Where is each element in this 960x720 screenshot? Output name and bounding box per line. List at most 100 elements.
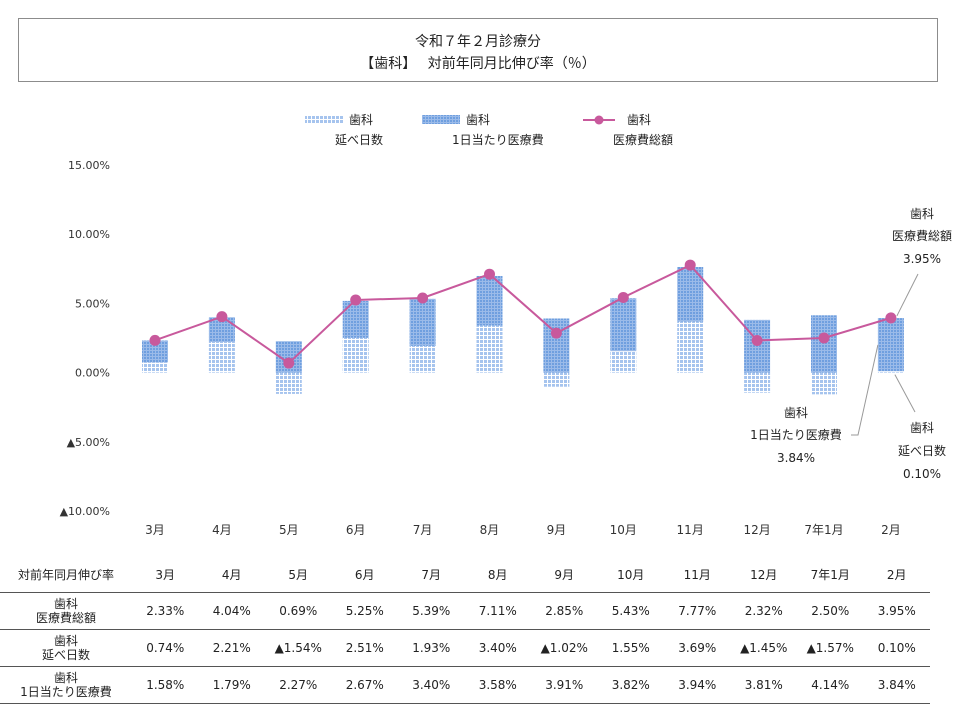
annotation-total-leader <box>896 273 919 317</box>
bar-days <box>610 351 637 373</box>
bar-days <box>476 325 503 373</box>
table-cell: 2.50% <box>797 592 864 630</box>
annotation-perday-text: 3.84% <box>777 451 815 465</box>
table-cell: 2.27% <box>265 666 332 704</box>
annotation-days-text: 0.10% <box>903 467 941 481</box>
line-point <box>283 357 295 369</box>
line-point <box>684 259 696 271</box>
legend-swatch-perday <box>422 115 460 124</box>
table-header-month: 2月 <box>886 567 907 582</box>
bar-days <box>275 372 302 394</box>
annotation-days-text: 延べ日数 <box>898 443 946 458</box>
annotation-days-leader <box>894 374 916 413</box>
table-row-label: 歯科 医療費総額 <box>0 592 132 630</box>
line-point <box>885 312 897 324</box>
x-tick-label: 8月 <box>480 523 500 537</box>
legend-marker-total <box>594 115 604 125</box>
table-cell: 5.25% <box>331 592 398 630</box>
bar-days <box>208 342 235 373</box>
table-header-month: 4月 <box>221 567 242 582</box>
bar-days <box>342 337 369 373</box>
y-tick-label: ▲5.00% <box>67 436 110 449</box>
table-header-month: 5月 <box>288 567 309 582</box>
table-header-month: 7年1月 <box>810 567 850 582</box>
legend-label-line1: 歯科 <box>466 113 490 127</box>
chart-title-box: 令和７年２月診療分 【歯科】 対前年同月比伸び率（％） <box>18 18 938 82</box>
table-cell: 2.21% <box>198 629 265 667</box>
table-header-label: 対前年同月伸び率 <box>17 567 114 582</box>
bar-perday <box>811 315 837 373</box>
table-cell: 3.91% <box>531 666 598 704</box>
table-cell: ▲1.57% <box>797 629 864 667</box>
y-tick-label: ▲10.00% <box>60 505 110 518</box>
y-tick-label: 0.00% <box>75 367 110 380</box>
table-row: 歯科 延べ日数 0.74% 2.21% ▲1.54% 2.51% 1.93% 3.40% ▲1.… <box>0 629 930 667</box>
line-point <box>350 294 362 306</box>
table-cell: 1.55% <box>597 629 664 667</box>
bar-days <box>409 345 436 373</box>
x-tick-label: 7年1月 <box>804 523 843 537</box>
table-cell: 3.58% <box>464 666 531 704</box>
bar-perday <box>142 340 168 363</box>
x-tick-label: 10月 <box>610 523 637 537</box>
table-cell: 0.69% <box>265 592 332 630</box>
bar-days <box>744 372 771 393</box>
table-cell: 3.82% <box>597 666 664 704</box>
legend-label-line2: 延べ日数 <box>335 132 383 147</box>
table-cell: 1.93% <box>398 629 465 667</box>
line-point <box>417 292 429 304</box>
line-point <box>818 332 830 344</box>
annotation-perday-leader <box>851 344 879 436</box>
annotation-total-text: 3.95% <box>903 252 941 266</box>
y-tick-label: 5.00% <box>75 297 110 310</box>
table-cell: 1.58% <box>132 666 199 704</box>
table-cell: 4.14% <box>797 666 864 704</box>
x-tick-label: 7月 <box>413 523 433 537</box>
table-cell: 3.95% <box>863 592 930 630</box>
table-cell: 5.43% <box>597 592 664 630</box>
annotation-perday-text: 歯科 <box>784 406 808 420</box>
bar-days <box>142 362 168 373</box>
bar-perday <box>476 275 503 326</box>
table-header-month: 3月 <box>155 567 176 582</box>
line-point <box>550 327 562 339</box>
table-cell: 3.40% <box>464 629 531 667</box>
legend-label-line2: 1日当たり医療費 <box>452 132 544 147</box>
line-point <box>484 268 495 280</box>
table-header-month: 11月 <box>683 567 711 582</box>
total-line <box>149 259 897 369</box>
annotation-total-text: 歯科 <box>910 207 934 221</box>
table-header-month: 12月 <box>750 567 778 582</box>
x-tick-label: 3月 <box>145 523 165 537</box>
bar-perday <box>543 318 570 373</box>
bar-days <box>543 372 570 387</box>
table-cell: 1.79% <box>198 666 265 704</box>
table-cell: 0.74% <box>132 629 199 667</box>
table-row-label: 歯科 1日当たり医療費 <box>0 666 132 704</box>
bar-perday <box>744 319 771 373</box>
annotation-days-text: 歯科 <box>910 421 934 435</box>
line-total <box>154 263 892 365</box>
bar-perday <box>877 318 904 372</box>
line-point <box>216 311 228 323</box>
bar-perday <box>610 298 637 352</box>
legend-label-line2: 医療費総額 <box>613 132 673 147</box>
table-cell: 7.11% <box>464 592 531 630</box>
legend-label-line1: 歯科 <box>349 113 373 127</box>
x-tick-label: 2月 <box>881 523 901 537</box>
table-cell: 3.81% <box>730 666 797 704</box>
chart-title-line1: 令和７年２月診療分 <box>415 34 541 50</box>
table-cell: 2.51% <box>331 629 398 667</box>
table-row-label: 歯科 延べ日数 <box>0 629 132 667</box>
bar-perday <box>409 298 436 346</box>
table-cell: 2.33% <box>132 592 199 630</box>
table-header-month: 6月 <box>354 567 375 582</box>
bar-perday <box>342 300 369 338</box>
bar-days <box>877 371 904 373</box>
table-cell: 3.94% <box>664 666 731 704</box>
line-point <box>751 334 763 346</box>
x-tick-label: 5月 <box>279 523 299 537</box>
table-header-month: 7月 <box>421 567 442 582</box>
table-cell: 2.32% <box>730 592 797 630</box>
